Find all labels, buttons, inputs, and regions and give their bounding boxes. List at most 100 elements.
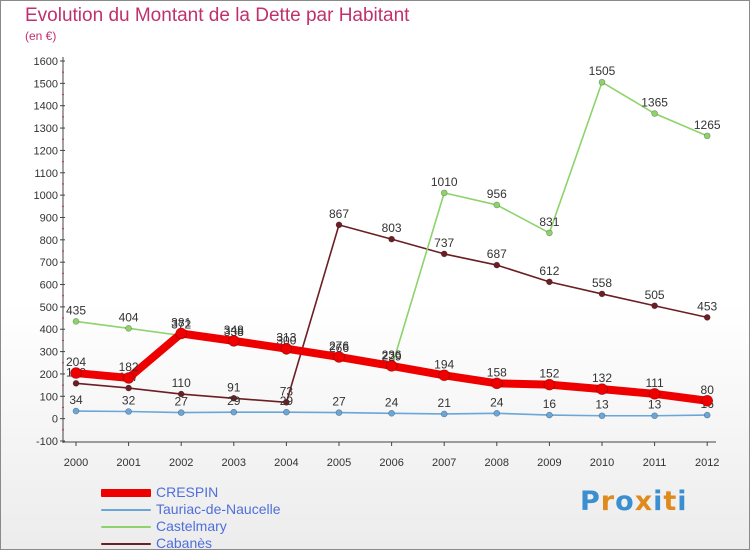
y-tick-label: 500 [40,302,58,314]
logo-letter: i [677,486,688,517]
x-tick-label: 2004 [274,457,298,469]
data-label: 338 [224,325,244,339]
data-label: 737 [434,236,454,250]
logo-letter: P [580,486,601,517]
data-label: 34 [69,393,83,407]
data-point [125,384,132,392]
series-caban-s: 1581371109173867803737687612558505453 [66,207,718,406]
data-point [335,409,343,416]
legend-label: CRESPIN [156,484,219,500]
data-point [283,408,290,416]
logo-letter: x [634,486,654,517]
data-label: 1265 [694,118,721,132]
data-point [333,351,345,363]
data-label: 867 [329,207,349,221]
data-point [335,221,343,229]
data-point [703,132,711,140]
data-point [596,383,608,395]
data-point [598,78,606,86]
y-tick-label: 800 [40,235,58,247]
logo-letter: o [615,486,635,517]
data-point [230,408,238,416]
data-label: 1010 [431,175,458,189]
plot-area: 1581371109173867803737687612558505453435… [66,64,721,420]
data-label: 152 [539,367,559,381]
series-tauriac-de-naucelle: 34322729292724212416131316 [69,393,714,420]
data-point [72,407,80,415]
data-label: 404 [119,310,139,324]
data-label: 612 [539,264,559,278]
y-tick-label: 0 [52,414,58,426]
series-crespin: 204 182 381 348 313 276 236 194 158 152 132 111 80 [66,315,714,407]
x-tick-label: 2009 [537,457,561,469]
data-label: 803 [382,221,402,235]
data-point [125,325,132,332]
data-label: 956 [487,187,507,201]
legend-item: Tauriac-de-Naucelle [101,501,361,519]
data-point [177,409,185,416]
data-label: 348 [224,323,244,337]
x-tick-label: 2011 [643,457,667,469]
data-point [546,229,553,237]
data-label: 453 [697,299,717,313]
axes: -100 0 100 200 300 400 500 600 700 800 900 1000 1100… [34,56,720,469]
data-point [385,360,398,372]
x-tick-label: 2007 [432,457,456,469]
x-tick-label: 2006 [379,457,403,469]
x-tick-label: 2010 [590,457,614,469]
data-point [388,409,395,417]
logo-letter: i [653,486,664,517]
data-point [440,410,448,418]
chart-subtitle: (en €) [25,29,57,43]
data-point [651,302,658,310]
y-tick-label: 1100 [34,168,58,180]
data-label: 381 [171,315,191,329]
data-label: 372 [171,317,191,331]
data-point [228,335,240,347]
legend-item: Castelmary [101,518,361,536]
x-tick-label: 2005 [327,457,351,469]
data-point [175,327,187,340]
data-label: 505 [645,288,665,302]
y-tick-label: 600 [40,280,58,292]
logo-letter: r [600,486,616,517]
legend-label: Tauriac-de-Naucelle [156,501,281,517]
y-tick-label: 700 [40,257,58,269]
data-point [493,261,501,269]
x-tick-label: 2008 [485,457,509,469]
data-label: 1505 [589,64,616,78]
data-label: 831 [539,215,559,229]
data-point [598,412,606,420]
data-point [122,372,135,384]
x-tick-label: 2003 [222,457,246,469]
x-tick-label: 2002 [169,457,193,469]
data-label: 24 [385,395,399,409]
data-label: 236 [382,348,402,362]
data-label: 13 [648,398,662,412]
data-point [438,369,451,382]
x-tick-label: 2000 [64,457,88,469]
data-point [703,411,711,419]
data-label: 16 [543,397,557,411]
data-point [546,411,553,419]
data-point [177,390,185,398]
data-label: 558 [592,276,612,290]
data-point [72,380,80,387]
data-point [283,399,290,406]
data-point [440,189,448,197]
data-point [701,394,714,407]
data-point [546,278,553,286]
data-label: 266 [329,341,349,355]
data-label: 29 [227,394,241,408]
data-point [703,314,711,321]
y-tick-label: 1500 [34,78,58,90]
series-castelmary: 435 4043723383002662291010956831150513651… [66,64,721,371]
data-point [388,235,395,243]
legend-label: Cabanès [156,535,213,551]
data-label: 73 [280,384,294,398]
data-point [490,377,503,390]
data-label: 687 [487,247,507,261]
y-tick-label: 1600 [34,56,58,68]
data-point [651,412,658,420]
